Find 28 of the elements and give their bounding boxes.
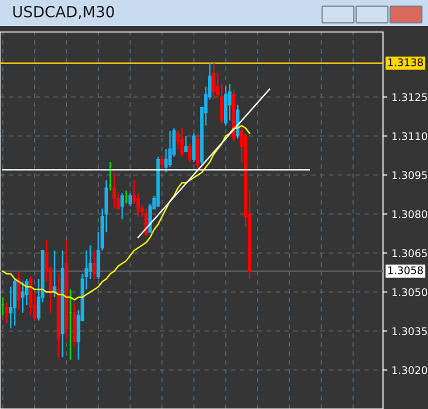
candlestick	[16, 270, 20, 311]
y-tick-label: 1.3110	[392, 132, 428, 140]
candlestick	[160, 156, 164, 170]
y-tick-label: 1.3035	[392, 327, 427, 336]
candlestick	[120, 192, 124, 220]
candlestick	[52, 250, 56, 298]
candlestick	[184, 135, 188, 152]
y-tick-label: 1.3020	[392, 366, 428, 374]
candlestick	[92, 250, 96, 280]
y-tick-label: 1.3050	[392, 288, 428, 296]
candlestick	[20, 280, 24, 314]
ref-line-label: 1.3058	[388, 266, 423, 274]
y-tick-label: 1.3125	[392, 93, 427, 102]
ref-line-label: 1.3138	[388, 58, 423, 66]
candlestick	[168, 130, 172, 168]
candlestick	[112, 172, 116, 210]
candlestick	[192, 132, 196, 163]
line-series	[2, 124, 250, 300]
y-tick-label: 1.3065	[392, 249, 427, 258]
candlestick	[228, 83, 232, 122]
candlestick	[212, 62, 216, 100]
y-tick-label: 1.3080	[392, 210, 428, 218]
chart-title: USDCAD,M30	[13, 6, 114, 19]
candlestick	[128, 192, 132, 207]
y-tick-label: 1.3095	[392, 171, 427, 180]
candlestick	[180, 128, 184, 158]
candlestick	[188, 143, 192, 163]
candlestick	[5, 302, 9, 324]
